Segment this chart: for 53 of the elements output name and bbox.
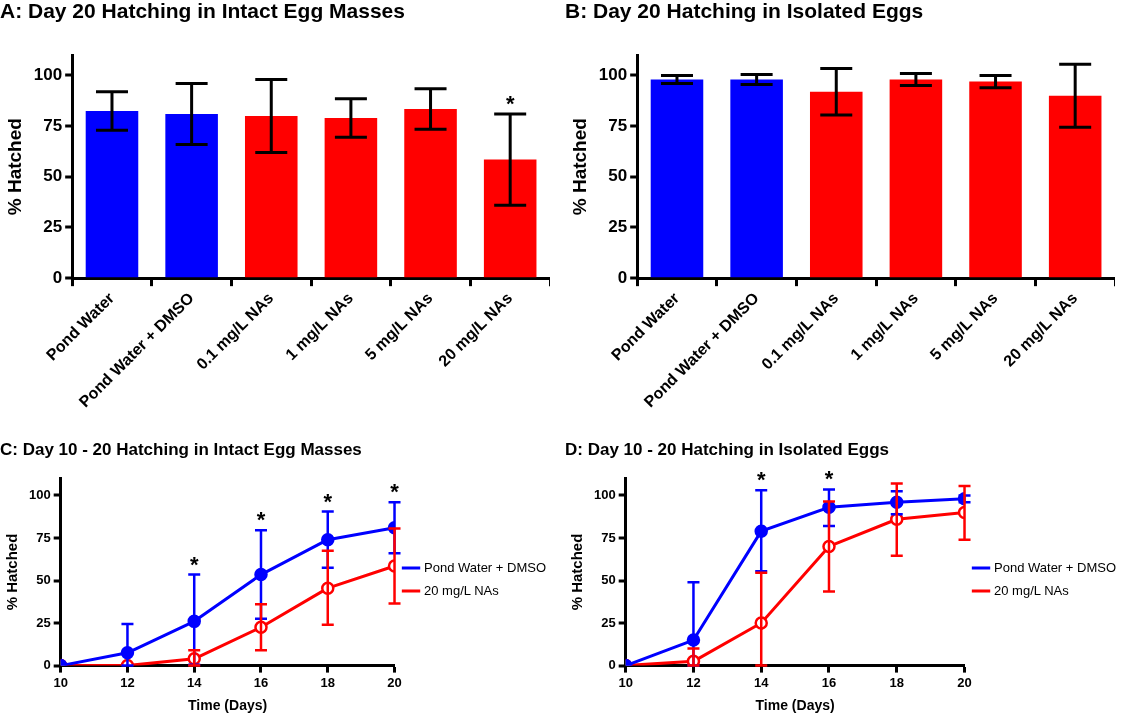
y-tick-label: 25: [608, 217, 628, 237]
chart-title: A: Day 20 Hatching in Intact Egg Masses: [0, 0, 405, 23]
y-tick-label: 0: [608, 657, 616, 673]
annotation: *: [189, 551, 199, 577]
annotation: *: [756, 467, 766, 493]
legend-label: Pond Water + DMSO: [424, 559, 547, 575]
y-tick-label: 100: [598, 65, 628, 85]
y-tick-label: 100: [33, 65, 63, 85]
x-tick-label: 12: [120, 674, 135, 690]
y-tick-label: 75: [608, 115, 628, 135]
x-tick-label: 12: [686, 674, 701, 690]
annotation: *: [323, 488, 333, 514]
y-tick-label: 0: [52, 267, 63, 287]
y-tick-label: 100: [593, 487, 616, 502]
y-tick-label: 75: [43, 115, 63, 135]
annotation: *: [256, 507, 266, 533]
x-tick-label: 14: [186, 674, 203, 690]
annotation: *: [824, 466, 834, 492]
y-axis-title: % Hatched: [568, 533, 586, 611]
y-tick-label: 50: [36, 572, 51, 588]
annotation: *: [505, 90, 515, 116]
y-axis-title: % Hatched: [568, 118, 590, 216]
annotation: *: [390, 479, 400, 505]
x-axis-title: Time (Days): [188, 697, 268, 714]
x-tick-label: 20: [957, 674, 972, 690]
x-tick-label: 16: [821, 674, 837, 690]
chart-title: B: Day 20 Hatching in Isolated Eggs: [565, 0, 924, 23]
x-tick-label: 18: [889, 674, 904, 690]
x-axis-title: Time (Days): [755, 697, 835, 714]
y-tick-label: 25: [601, 614, 616, 630]
y-axis-title: % Hatched: [3, 118, 25, 216]
legend-label: 20 mg/L NAs: [994, 582, 1070, 598]
y-tick-label: 0: [43, 657, 51, 673]
x-tick-label: 10: [618, 674, 633, 690]
y-tick-label: 75: [36, 529, 51, 545]
y-tick-label: 0: [617, 267, 628, 287]
legend-label: 20 mg/L NAs: [424, 582, 500, 598]
legend-label: Pond Water + DMSO: [994, 559, 1117, 575]
y-tick-label: 50: [608, 166, 628, 186]
chart-title: D: Day 10 - 20 Hatching in Isolated Eggs: [565, 439, 890, 459]
y-tick-label: 100: [28, 487, 51, 502]
y-tick-label: 25: [43, 217, 63, 237]
x-tick-label: 20: [387, 674, 402, 690]
y-axis-title: % Hatched: [3, 533, 21, 611]
x-tick-label: 10: [53, 674, 68, 690]
y-tick-label: 50: [43, 166, 63, 186]
x-tick-label: 14: [753, 674, 770, 690]
x-tick-label: 18: [320, 674, 335, 690]
y-tick-label: 75: [601, 529, 616, 545]
x-tick-label: 16: [253, 674, 269, 690]
y-tick-label: 50: [601, 572, 616, 588]
chart-title: C: Day 10 - 20 Hatching in Intact Egg Masses: [0, 439, 362, 459]
y-tick-label: 25: [36, 614, 51, 630]
